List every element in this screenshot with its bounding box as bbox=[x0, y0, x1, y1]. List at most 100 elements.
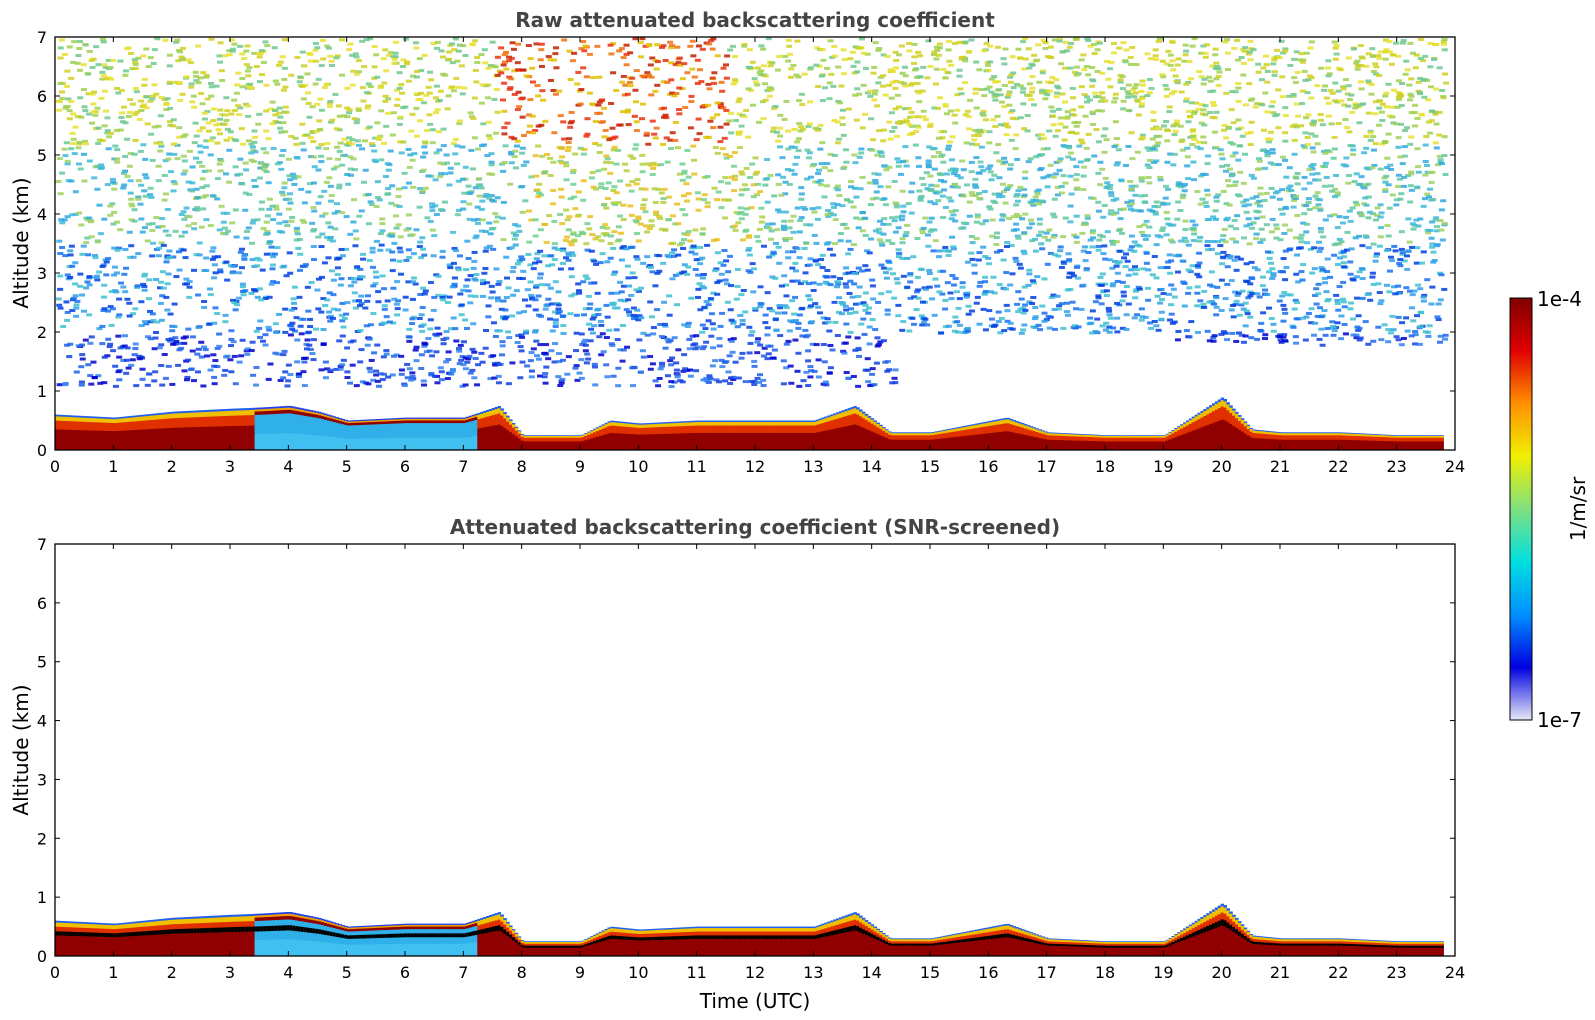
noise-pixel bbox=[875, 300, 882, 304]
noise-pixel bbox=[935, 199, 942, 203]
noise-pixel bbox=[750, 195, 757, 199]
noise-pixel bbox=[676, 86, 683, 90]
noise-pixel bbox=[918, 194, 925, 198]
noise-pixel bbox=[560, 120, 567, 124]
noise-pixel bbox=[526, 130, 533, 134]
noise-pixel bbox=[695, 197, 702, 201]
noise-pixel bbox=[301, 64, 308, 68]
noise-pixel bbox=[207, 293, 214, 297]
noise-pixel bbox=[294, 55, 301, 59]
noise-pixel bbox=[377, 134, 384, 138]
noise-pixel bbox=[665, 195, 672, 199]
noise-pixel bbox=[154, 320, 161, 324]
noise-pixel bbox=[900, 274, 907, 278]
noise-pixel bbox=[72, 294, 79, 298]
noise-pixel bbox=[418, 91, 425, 95]
noise-pixel bbox=[701, 345, 708, 349]
noise-pixel bbox=[175, 250, 182, 254]
noise-pixel bbox=[760, 117, 767, 121]
noise-pixel bbox=[163, 102, 170, 106]
noise-pixel bbox=[126, 301, 133, 305]
noise-pixel bbox=[808, 304, 815, 308]
noise-pixel bbox=[960, 194, 967, 198]
noise-pixel bbox=[898, 44, 905, 48]
noise-pixel bbox=[647, 367, 654, 371]
noise-pixel bbox=[708, 334, 715, 338]
noise-pixel bbox=[1132, 91, 1139, 95]
noise-pixel bbox=[751, 77, 758, 81]
noise-pixel bbox=[1066, 275, 1073, 279]
noise-pixel bbox=[714, 198, 721, 202]
noise-pixel bbox=[1141, 200, 1148, 204]
noise-pixel bbox=[972, 91, 979, 95]
noise-pixel bbox=[198, 92, 205, 96]
noise-pixel bbox=[572, 152, 579, 156]
noise-pixel bbox=[254, 256, 261, 260]
noise-pixel bbox=[699, 323, 706, 327]
noise-pixel bbox=[158, 144, 165, 148]
noise-pixel bbox=[1078, 85, 1085, 89]
noise-pixel bbox=[75, 53, 82, 57]
noise-pixel bbox=[1009, 116, 1016, 120]
noise-pixel bbox=[304, 133, 311, 137]
noise-pixel bbox=[1095, 244, 1102, 248]
noise-pixel bbox=[626, 80, 633, 84]
noise-pixel bbox=[1067, 174, 1074, 178]
noise-pixel bbox=[799, 334, 806, 338]
noise-pixel bbox=[333, 127, 340, 131]
noise-pixel bbox=[969, 309, 976, 313]
noise-pixel bbox=[895, 303, 902, 307]
noise-pixel bbox=[1044, 93, 1051, 97]
noise-pixel bbox=[267, 362, 274, 366]
noise-pixel bbox=[746, 246, 753, 250]
noise-pixel bbox=[246, 85, 253, 89]
noise-pixel bbox=[990, 118, 997, 122]
noise-pixel bbox=[488, 152, 495, 156]
noise-pixel bbox=[571, 195, 578, 199]
noise-pixel bbox=[782, 237, 789, 241]
noise-pixel bbox=[668, 380, 675, 384]
noise-pixel bbox=[747, 341, 754, 345]
noise-pixel bbox=[451, 48, 458, 52]
noise-pixel bbox=[105, 147, 112, 151]
noise-pixel bbox=[1079, 231, 1086, 235]
noise-pixel bbox=[1125, 92, 1132, 96]
noise-pixel bbox=[1032, 315, 1039, 319]
noise-pixel bbox=[335, 104, 342, 108]
noise-pixel bbox=[688, 94, 695, 98]
noise-pixel bbox=[1009, 55, 1016, 59]
noise-pixel bbox=[293, 238, 300, 242]
noise-pixel bbox=[396, 204, 403, 208]
noise-pixel bbox=[871, 172, 878, 176]
noise-pixel bbox=[305, 101, 312, 105]
noise-pixel bbox=[301, 384, 308, 388]
noise-pixel bbox=[570, 182, 577, 186]
noise-pixel bbox=[250, 373, 257, 377]
noise-pixel bbox=[960, 221, 967, 225]
noise-pixel bbox=[561, 38, 568, 42]
noise-pixel bbox=[825, 320, 832, 324]
noise-pixel bbox=[695, 287, 702, 291]
noise-pixel bbox=[142, 157, 149, 161]
noise-pixel bbox=[639, 37, 646, 41]
noise-pixel bbox=[920, 226, 927, 230]
noise-pixel bbox=[506, 59, 513, 63]
noise-pixel bbox=[802, 328, 809, 332]
noise-pixel bbox=[569, 59, 576, 63]
noise-pixel bbox=[907, 115, 914, 119]
noise-pixel bbox=[371, 149, 378, 153]
noise-pixel bbox=[817, 147, 824, 151]
noise-pixel bbox=[1118, 179, 1125, 183]
noise-pixel bbox=[174, 157, 181, 161]
noise-pixel bbox=[639, 162, 646, 166]
noise-pixel bbox=[385, 192, 392, 196]
noise-pixel bbox=[301, 220, 308, 224]
noise-pixel bbox=[357, 267, 364, 271]
noise-pixel bbox=[509, 314, 516, 318]
noise-pixel bbox=[458, 358, 465, 362]
noise-pixel bbox=[462, 53, 469, 57]
noise-pixel bbox=[1144, 234, 1151, 238]
noise-pixel bbox=[313, 129, 320, 133]
noise-pixel bbox=[741, 44, 748, 48]
noise-pixel bbox=[789, 299, 796, 303]
